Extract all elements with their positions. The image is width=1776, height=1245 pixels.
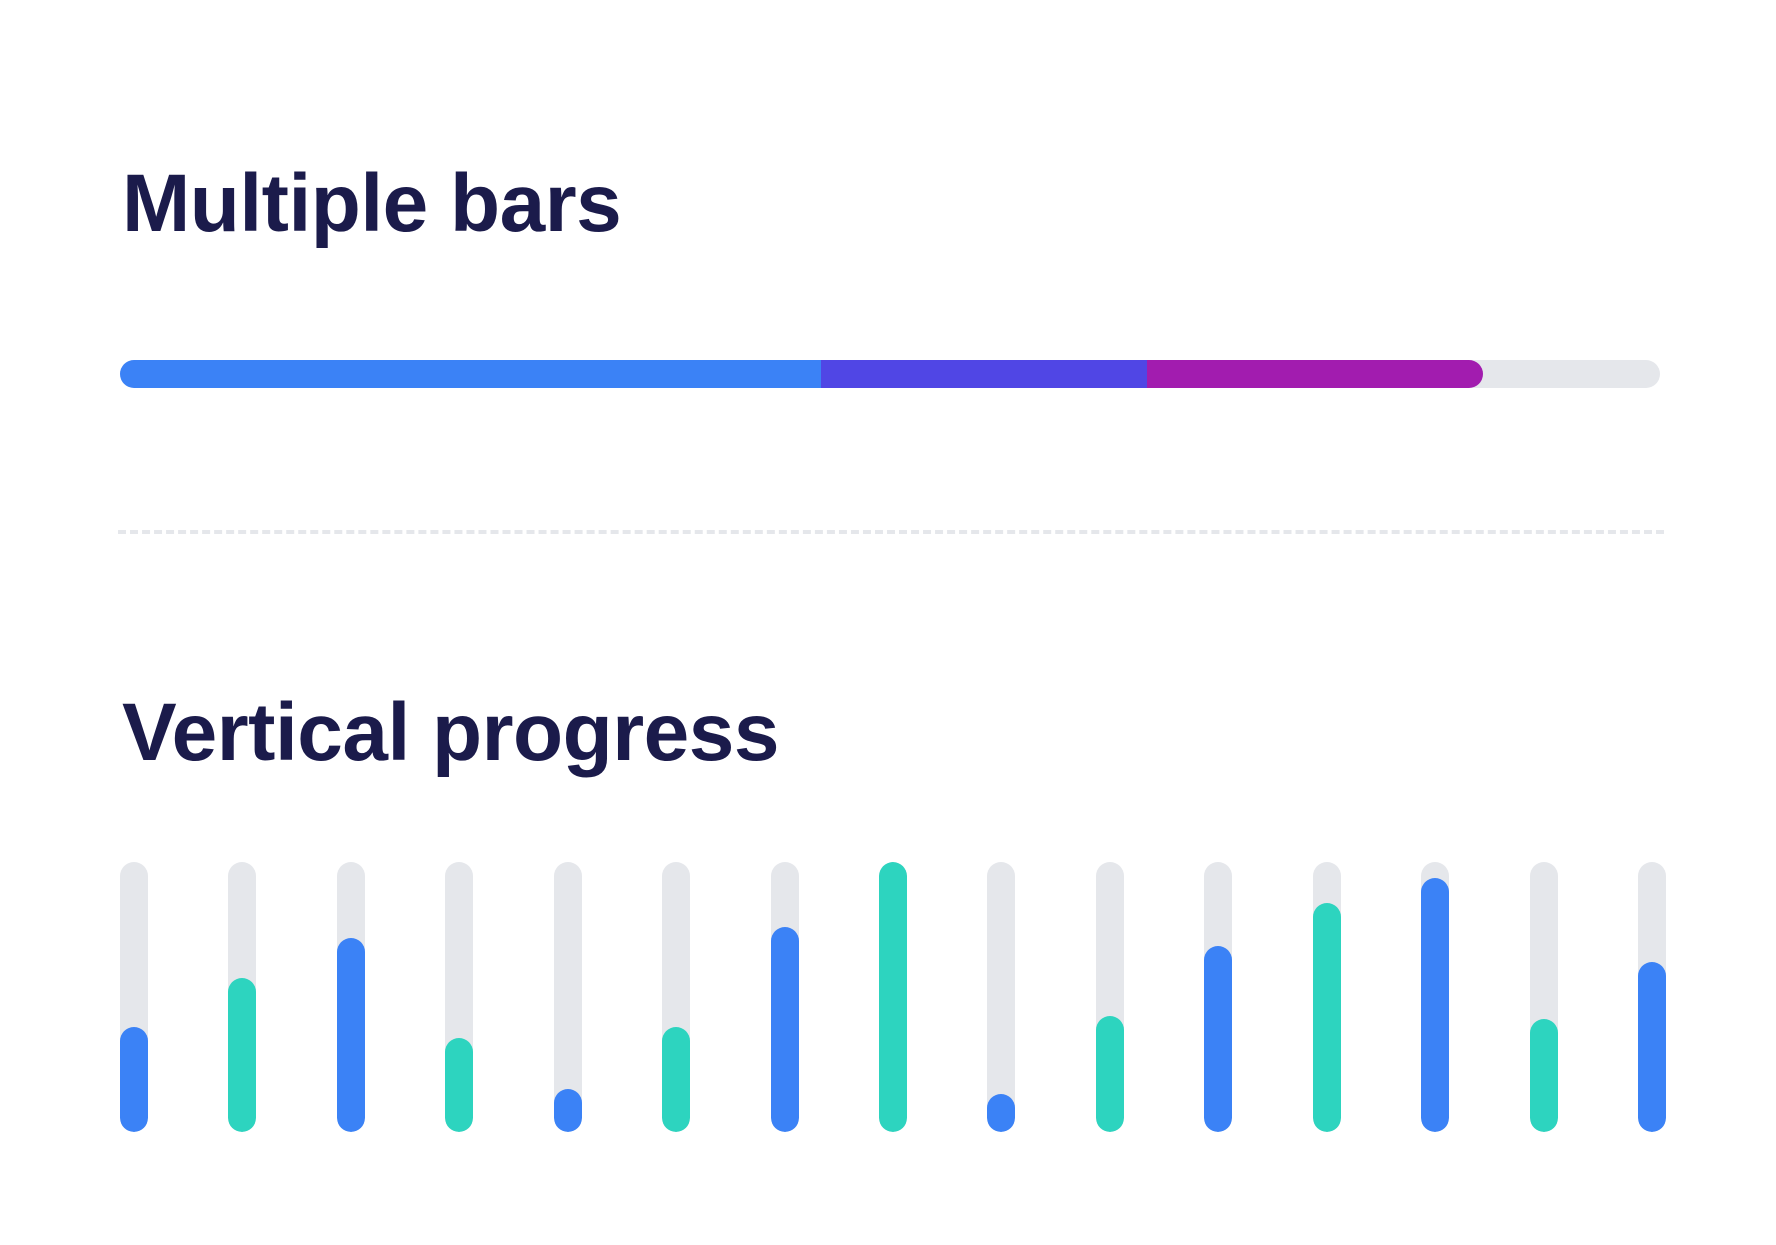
vertical-progress-fill: [879, 862, 907, 1132]
vertical-progress-track: [228, 862, 256, 1132]
vertical-progress-track: [445, 862, 473, 1132]
vertical-progress-group: [120, 862, 1666, 1132]
multiple-bars-progress: [120, 360, 1660, 388]
vertical-progress-fill: [120, 1026, 148, 1132]
vertical-progress-track: [662, 862, 690, 1132]
vertical-progress-fill: [1421, 878, 1449, 1132]
vertical-progress-track: [120, 862, 148, 1132]
multi-bar-segment-3: [1147, 360, 1483, 388]
vertical-progress-track: [1313, 862, 1341, 1132]
multi-bar-segment-2: [820, 360, 1148, 388]
vertical-progress-fill: [771, 926, 799, 1132]
vertical-progress-fill: [1530, 1018, 1558, 1132]
dashed-divider: [118, 530, 1664, 534]
vertical-progress-fill: [1204, 945, 1232, 1132]
vertical-progress-title: Vertical progress: [122, 687, 779, 778]
vertical-progress-fill: [554, 1088, 582, 1132]
vertical-progress-fill: [1096, 1015, 1124, 1132]
vertical-progress-track: [1530, 862, 1558, 1132]
multi-bar-segment-1: [120, 360, 821, 388]
vertical-progress-track: [771, 862, 799, 1132]
vertical-progress-track: [337, 862, 365, 1132]
vertical-progress-track: [1421, 862, 1449, 1132]
vertical-progress-fill: [1638, 961, 1666, 1132]
vertical-progress-fill: [445, 1037, 473, 1132]
vertical-progress-fill: [228, 978, 256, 1132]
vertical-progress-track: [1096, 862, 1124, 1132]
vertical-progress-fill: [337, 937, 365, 1132]
vertical-progress-track: [987, 862, 1015, 1132]
vertical-progress-fill: [987, 1094, 1015, 1132]
vertical-progress-track: [554, 862, 582, 1132]
vertical-progress-fill: [662, 1026, 690, 1132]
vertical-progress-track: [879, 862, 907, 1132]
vertical-progress-track: [1638, 862, 1666, 1132]
vertical-progress-track: [1204, 862, 1232, 1132]
vertical-progress-fill: [1313, 902, 1341, 1132]
multiple-bars-title: Multiple bars: [122, 158, 622, 249]
